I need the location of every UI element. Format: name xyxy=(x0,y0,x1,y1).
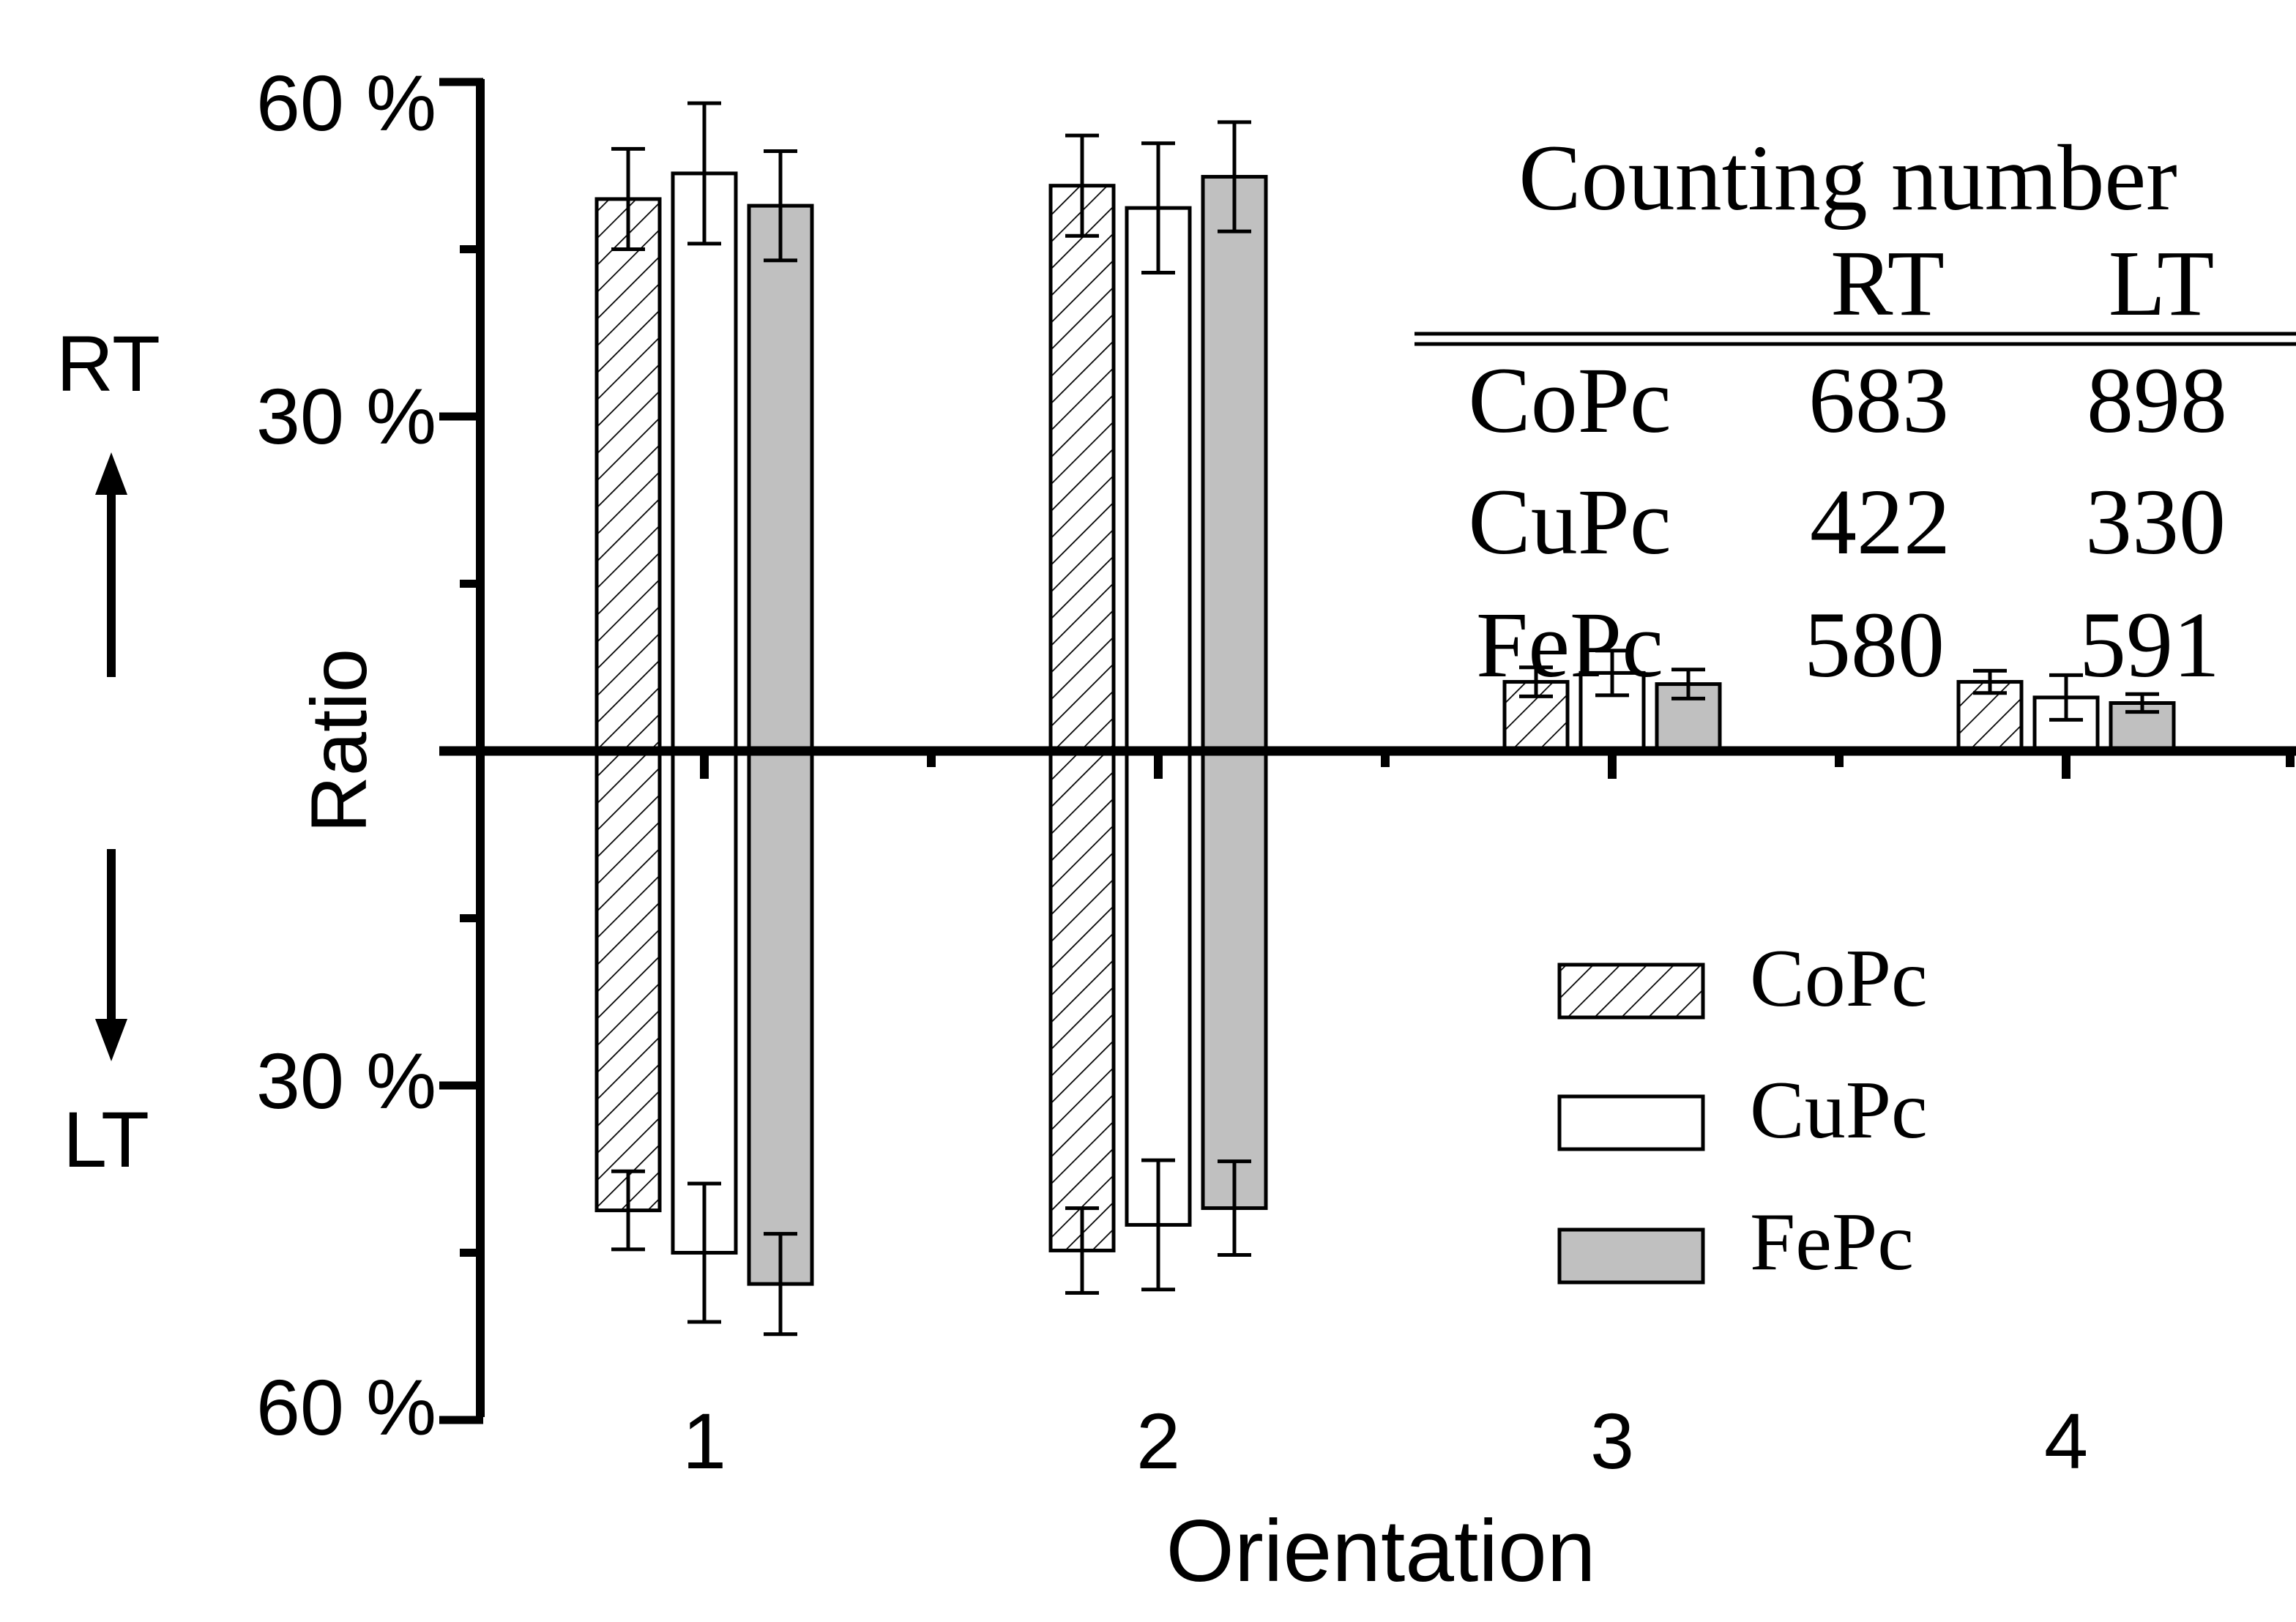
direction-label-rt: RT xyxy=(56,319,160,408)
up-arrowhead-icon xyxy=(95,452,127,495)
bar-cupc-rt-2 xyxy=(1125,206,1192,753)
errorbar-cupc-lt-1 xyxy=(687,1181,721,1324)
legend-label-copc: CoPc xyxy=(1750,933,1928,1024)
table-cell-copc-lt: 898 xyxy=(2087,348,2227,452)
bar-cupc-rt-1 xyxy=(671,171,738,753)
errorbar-copc-rt-4 xyxy=(1973,668,2007,695)
bar-copc-rt-2 xyxy=(1048,184,1116,753)
table-row-label-cupc: CuPc xyxy=(1468,470,1671,574)
y-tick-label-60-lt: 60 % xyxy=(256,1363,436,1451)
legend-label-cupc: CuPc xyxy=(1750,1065,1928,1156)
direction-label-lt: LT xyxy=(63,1095,149,1184)
bar-cupc-lt-1 xyxy=(671,749,738,1255)
y-tick-label-30-rt: 30 % xyxy=(256,372,436,460)
table-row-label-copc: CoPc xyxy=(1468,348,1671,452)
errorbar-fepc-rt-2 xyxy=(1218,120,1251,233)
table-cell-cupc-lt: 330 xyxy=(2085,470,2226,574)
errorbar-copc-rt-3 xyxy=(1519,665,1553,698)
y-axis-title: Ratio xyxy=(294,649,383,833)
legend-swatch-copc xyxy=(1557,963,1705,1020)
bar-cupc-lt-2 xyxy=(1125,749,1192,1227)
table-row-label-fepc: FePc xyxy=(1476,593,1663,697)
errorbar-copc-rt-1 xyxy=(611,146,645,251)
errorbar-cupc-rt-1 xyxy=(687,101,721,246)
errorbar-copc-lt-1 xyxy=(611,1169,645,1252)
legend-swatch-cupc xyxy=(1557,1094,1705,1151)
errorbar-cupc-rt-2 xyxy=(1141,141,1175,274)
errorbar-fepc-lt-1 xyxy=(764,1232,797,1337)
errorbar-fepc-lt-2 xyxy=(1218,1159,1251,1257)
table-cell-copc-rt: 683 xyxy=(1808,348,1949,452)
table-cell-cupc-rt: 422 xyxy=(1810,470,1950,574)
bar-fepc-lt-2 xyxy=(1201,749,1268,1211)
table-cell-fepc-rt: 580 xyxy=(1804,593,1945,697)
down-arrowhead-icon xyxy=(95,1019,127,1061)
errorbar-cupc-rt-4 xyxy=(2049,673,2083,722)
bar-copc-lt-1 xyxy=(594,749,662,1213)
x-tick-label-2: 2 xyxy=(1136,1397,1180,1485)
bars-layer xyxy=(594,101,2176,1337)
errorbar-fepc-rt-3 xyxy=(1671,668,1705,700)
errorbar-copc-lt-2 xyxy=(1065,1206,1099,1295)
x-axis-title: Orientation xyxy=(1166,1502,1596,1600)
table-col-header-rt: RT xyxy=(1830,231,1945,335)
x-tick-label-3: 3 xyxy=(1590,1397,1634,1485)
y-tick-label-60-rt: 60 % xyxy=(256,59,436,147)
legend-label-fepc: FePc xyxy=(1750,1197,1914,1287)
bar-copc-lt-2 xyxy=(1048,749,1116,1252)
bar-fepc-rt-2 xyxy=(1201,174,1268,753)
table-cell-fepc-lt: 591 xyxy=(2079,593,2220,697)
errorbar-copc-rt-2 xyxy=(1065,133,1099,238)
table-col-header-lt: LT xyxy=(2109,231,2215,335)
errorbar-cupc-rt-3 xyxy=(1595,649,1629,698)
errorbar-cupc-lt-2 xyxy=(1141,1158,1175,1292)
x-tick-label-1: 1 xyxy=(682,1397,726,1485)
ticks-layer xyxy=(439,78,2295,1424)
legend-swatch-fepc xyxy=(1557,1227,1705,1285)
bar-fepc-rt-1 xyxy=(747,203,814,753)
table-title: Counting number xyxy=(1518,126,2177,230)
errorbar-fepc-rt-4 xyxy=(2125,692,2159,714)
bar-fepc-lt-1 xyxy=(747,749,814,1286)
errorbar-fepc-rt-1 xyxy=(764,149,797,263)
bar-copc-rt-1 xyxy=(594,197,662,753)
counting-table: Counting number RT LT CoPc 683 898 CuPc … xyxy=(1414,126,2296,697)
legend: CoPc CuPc FePc xyxy=(1557,933,1928,1287)
y-tick-label-30-lt: 30 % xyxy=(256,1036,436,1125)
x-tick-label-4: 4 xyxy=(2044,1397,2088,1485)
